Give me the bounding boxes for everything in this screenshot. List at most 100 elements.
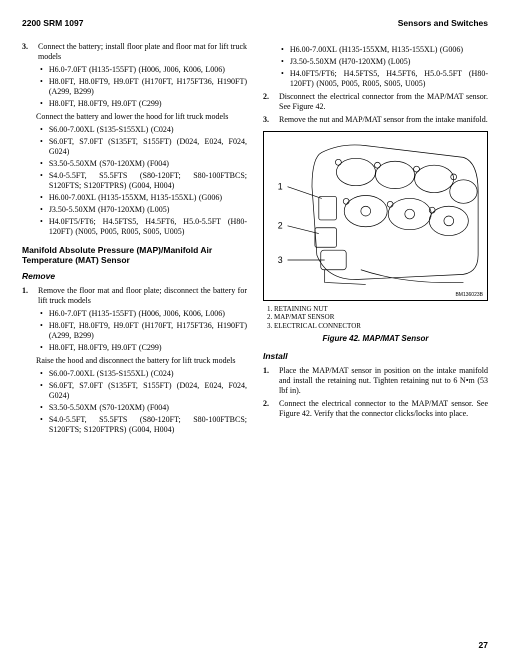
step-num: 1. — [263, 366, 273, 396]
step-text: Remove the floor mat and floor plate; di… — [38, 286, 247, 306]
bullet-dot-icon: • — [40, 369, 43, 379]
bullet-dot-icon: • — [281, 69, 284, 89]
bullet-dot-icon: • — [40, 343, 43, 353]
bullet-dot-icon: • — [40, 77, 43, 97]
bullet-item: • H4.0FT5/FT6; H4.5FTS5, H4.5FT6, H5.0-5.… — [281, 69, 488, 89]
step-text: Connect the battery; install floor plate… — [38, 42, 247, 62]
bullet-text: H4.0FT5/FT6; H4.5FTS5, H4.5FT6, H5.0-5.5… — [290, 69, 488, 89]
bullet-item: • H6.00-7.00XL (H135-155XM, H135-155XL) (… — [281, 45, 488, 55]
bullet-dot-icon: • — [40, 65, 43, 75]
step-text: Place the MAP/MAT sensor in position on … — [279, 366, 488, 396]
bullet-text: H6.00-7.00XL (H135-155XM, H135-155XL) (G… — [49, 193, 247, 203]
bullet-item: • H8.0FT, H8.0FT9, H9.0FT (C299) — [40, 343, 247, 353]
bullet-text: H8.0FT, H8.0FT9, H9.0FT (C299) — [49, 343, 247, 353]
paragraph: Connect the battery and lower the hood f… — [36, 112, 247, 122]
bullet-list: • H6.0-7.0FT (H135-155FT) (H006, J006, K0… — [40, 309, 247, 353]
bullet-list: • S6.00-7.00XL (S135-S155XL) (C024) • S6.0F… — [40, 125, 247, 237]
bullet-text: J3.50-5.50XM (H70-120XM) (L005) — [49, 205, 247, 215]
bullet-item: • H8.0FT, H8.0FT9, H9.0FT (H170FT, H175FT… — [40, 77, 247, 97]
section-heading: Manifold Absolute Pressure (MAP)/Manifol… — [22, 245, 247, 265]
paragraph: Raise the hood and disconnect the batter… — [36, 356, 247, 366]
bullet-text: S6.0FT, S7.0FT (S135FT, S155FT) (D024, E… — [49, 137, 247, 157]
bullet-item: • S4.0-5.5FT, S5.5FTS (S80-120FT; S80-100… — [40, 171, 247, 191]
bullet-item: • J3.50-5.50XM (H70-120XM) (L005) — [40, 205, 247, 215]
bullet-item: • H6.00-7.00XL (H135-155XM, H135-155XL) (… — [40, 193, 247, 203]
bullet-item: • H8.0FT, H8.0FT9, H9.0FT (C299) — [40, 99, 247, 109]
step-text: Connect the electrical connector to the … — [279, 399, 488, 419]
bullet-text: S6.00-7.00XL (S135-S155XL) (C024) — [49, 125, 247, 135]
bullet-item: • J3.50-5.50XM (H70-120XM) (L005) — [281, 57, 488, 67]
figure-legend: 1. RETAINING NUT2. MAP/MAT SENSOR3. ELEC… — [267, 305, 488, 330]
bullet-dot-icon: • — [40, 137, 43, 157]
bullet-dot-icon: • — [40, 99, 43, 109]
bullet-text: S4.0-5.5FT, S5.5FTS (S80-120FT; S80-100F… — [49, 415, 247, 435]
bullet-dot-icon: • — [40, 205, 43, 215]
bullet-text: J3.50-5.50XM (H70-120XM) (L005) — [290, 57, 488, 67]
left-column: 3. Connect the battery; install floor pl… — [22, 42, 247, 438]
bullet-dot-icon: • — [40, 217, 43, 237]
bullet-text: S6.00-7.00XL (S135-S155XL) (C024) — [49, 369, 247, 379]
bullet-text: H6.0-7.0FT (H135-155FT) (H006, J006, K00… — [49, 309, 247, 319]
step-3: 3. Connect the battery; install floor pl… — [22, 42, 247, 62]
legend-line: 3. ELECTRICAL CONNECTOR — [267, 322, 488, 330]
bullet-dot-icon: • — [40, 309, 43, 319]
bullet-item: • H6.0-7.0FT (H135-155FT) (H006, J006, K0… — [40, 309, 247, 319]
step-num: 2. — [263, 399, 273, 419]
content-columns: 3. Connect the battery; install floor pl… — [22, 42, 488, 438]
subheading-install: Install — [263, 351, 488, 361]
header-right: Sensors and Switches — [398, 18, 488, 28]
step-num: 3. — [263, 115, 273, 125]
bullet-dot-icon: • — [40, 193, 43, 203]
figure-42: 1 2 3 BM136023B — [263, 131, 488, 301]
bullet-item: • S3.50-5.50XM (S70-120XM) (F004) — [40, 403, 247, 413]
page-header: 2200 SRM 1097 Sensors and Switches — [22, 18, 488, 28]
install-1: 1. Place the MAP/MAT sensor in position … — [263, 366, 488, 396]
bullet-text: H8.0FT, H8.0FT9, H9.0FT (H170FT, H175FT3… — [49, 321, 247, 341]
svg-text:3: 3 — [278, 255, 283, 265]
bullet-text: S3.50-5.50XM (S70-120XM) (F004) — [49, 403, 247, 413]
bullet-text: S6.0FT, S7.0FT (S135FT, S155FT) (D024, E… — [49, 381, 247, 401]
figure-caption: Figure 42. MAP/MAT Sensor — [263, 334, 488, 343]
legend-line: 2. MAP/MAT SENSOR — [267, 313, 488, 321]
bullet-list: • H6.00-7.00XL (H135-155XM, H135-155XL) (… — [281, 45, 488, 89]
bullet-dot-icon: • — [40, 171, 43, 191]
bullet-dot-icon: • — [40, 381, 43, 401]
bullet-item: • H8.0FT, H8.0FT9, H9.0FT (H170FT, H175FT… — [40, 321, 247, 341]
bullet-list: • S6.00-7.00XL (S135-S155XL) (C024) • S6.0F… — [40, 369, 247, 435]
svg-text:1: 1 — [278, 182, 283, 192]
bullet-item: • S6.00-7.00XL (S135-S155XL) (C024) — [40, 125, 247, 135]
bullet-list: • H6.0-7.0FT (H135-155FT) (H006, J006, K0… — [40, 65, 247, 109]
page-number: 27 — [479, 640, 488, 650]
bullet-dot-icon: • — [40, 159, 43, 169]
figure-svg: 1 2 3 — [268, 136, 483, 296]
install-2: 2. Connect the electrical connector to t… — [263, 399, 488, 419]
bullet-text: H8.0FT, H8.0FT9, H9.0FT (C299) — [49, 99, 247, 109]
right-column: • H6.00-7.00XL (H135-155XM, H135-155XL) (… — [263, 42, 488, 438]
bullet-text: S4.0-5.5FT, S5.5FTS (S80-120FT; S80-100F… — [49, 171, 247, 191]
step-num: 3. — [22, 42, 32, 62]
bullet-dot-icon: • — [281, 45, 284, 55]
bullet-text: H8.0FT, H8.0FT9, H9.0FT (H170FT, H175FT3… — [49, 77, 247, 97]
bullet-item: • S6.0FT, S7.0FT (S135FT, S155FT) (D024, … — [40, 137, 247, 157]
bullet-text: H6.00-7.00XL (H135-155XM, H135-155XL) (G… — [290, 45, 488, 55]
bullet-item: • S6.0FT, S7.0FT (S135FT, S155FT) (D024, … — [40, 381, 247, 401]
legend-line: 1. RETAINING NUT — [267, 305, 488, 313]
bullet-dot-icon: • — [40, 415, 43, 435]
bullet-dot-icon: • — [281, 57, 284, 67]
step-1: 1. Remove the floor mat and floor plate;… — [22, 286, 247, 306]
bullet-text: S3.50-5.50XM (S70-120XM) (F004) — [49, 159, 247, 169]
bullet-item: • S3.50-5.50XM (S70-120XM) (F004) — [40, 159, 247, 169]
step-3r: 3. Remove the nut and MAP/MAT sensor fro… — [263, 115, 488, 125]
bullet-dot-icon: • — [40, 321, 43, 341]
subheading-remove: Remove — [22, 271, 247, 281]
bullet-dot-icon: • — [40, 125, 43, 135]
step-text: Disconnect the electrical connector from… — [279, 92, 488, 112]
bullet-item: •H4.0FT5/FT6; H4.5FTS5, H4.5FT6, H5.0-5.… — [40, 217, 247, 237]
bullet-text: H6.0-7.0FT (H135-155FT) (H006, J006, K00… — [49, 65, 247, 75]
step-num: 1. — [22, 286, 32, 306]
header-left: 2200 SRM 1097 — [22, 18, 83, 28]
step-num: 2. — [263, 92, 273, 112]
step-text: Remove the nut and MAP/MAT sensor from t… — [279, 115, 488, 125]
bullet-dot-icon: • — [40, 403, 43, 413]
bullet-item: • S6.00-7.00XL (S135-S155XL) (C024) — [40, 369, 247, 379]
